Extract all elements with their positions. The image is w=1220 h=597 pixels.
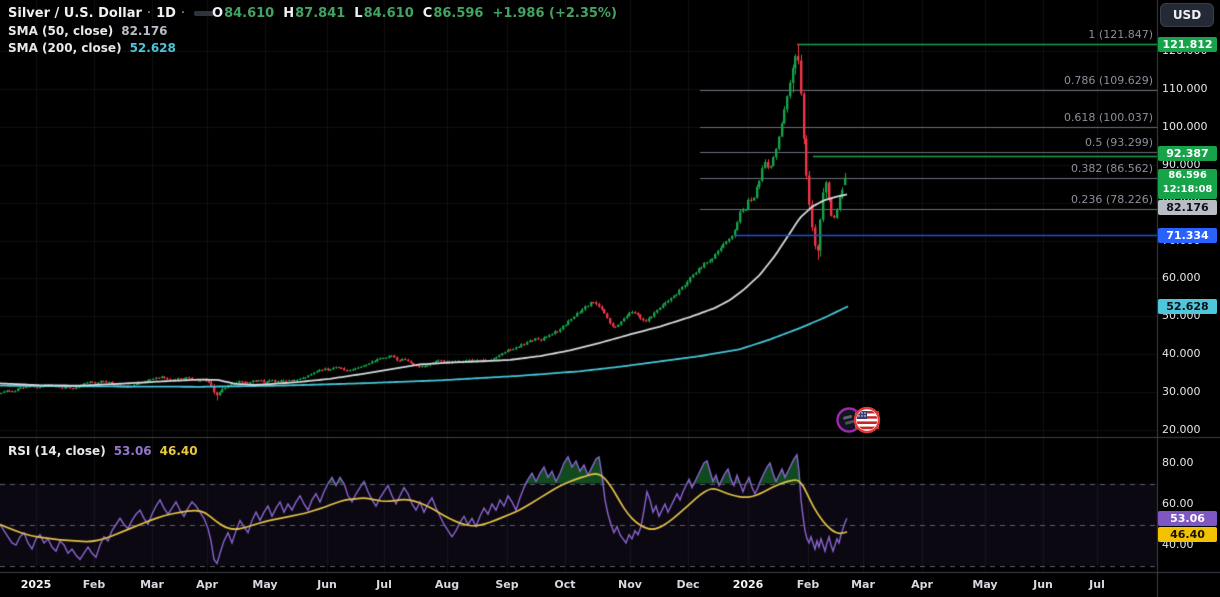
- change-value: +1.986 (+2.35%): [492, 6, 617, 21]
- fib-level-label: 1 (121.847): [1088, 27, 1153, 41]
- symbol-legend[interactable]: Silver / U.S. Dollar · 1D ·: [8, 6, 215, 21]
- bar-countdown: 12:18:08: [1162, 184, 1213, 195]
- rsi-ma-value: 46.40: [159, 444, 198, 458]
- close-value: 86.596: [433, 6, 484, 21]
- time-axis-label: Feb: [82, 578, 106, 591]
- price-axis-label: 110.000: [1162, 81, 1208, 95]
- low-value: 84.610: [363, 6, 414, 21]
- time-axis-label: Sep: [495, 578, 519, 591]
- price-axis-label: 30.000: [1162, 385, 1201, 399]
- us-flag-icon: [853, 406, 881, 434]
- rsi-axis-label: 60.00: [1162, 497, 1194, 510]
- time-axis-label: 2026: [732, 578, 764, 591]
- low-label: L: [354, 6, 363, 21]
- sma50-value: 82.176: [121, 24, 168, 38]
- time-axis-label: Dec: [676, 578, 700, 591]
- close-label: C: [422, 6, 433, 21]
- symbol-logo-icons: [836, 405, 884, 435]
- sma200-label: SMA (200, close): [8, 41, 122, 55]
- price-scale-badge: 82.176: [1158, 200, 1217, 215]
- last-price-badge: 86.596: [1168, 170, 1207, 181]
- high-value: 87.841: [295, 6, 346, 21]
- price-axis-label: 40.000: [1162, 347, 1201, 361]
- price-axis-label: 60.000: [1162, 271, 1201, 285]
- fib-level-label: 0.786 (109.629): [1063, 74, 1153, 88]
- price-scale-badge: 86.596 12:18:08: [1158, 169, 1217, 199]
- sma200-value: 52.628: [129, 41, 176, 55]
- high-label: H: [283, 6, 295, 21]
- sma50-legend[interactable]: SMA (50, close) 82.176: [8, 24, 168, 38]
- sma200-legend[interactable]: SMA (200, close) 52.628: [8, 41, 176, 55]
- fib-level-label: 0.236 (78.226): [1070, 193, 1153, 207]
- fib-level-label: 0.382 (86.562): [1070, 161, 1153, 175]
- rsi-value: 53.06: [113, 444, 152, 458]
- sma50-label: SMA (50, close): [8, 24, 114, 38]
- time-axis-label: Jul: [376, 578, 392, 591]
- timeframe-label[interactable]: 1D: [156, 6, 176, 21]
- time-axis-label: May: [972, 578, 998, 591]
- ohlc-values: O 84.610 H 87.841 L 84.610 C 86.596 +1.986 (…: [212, 6, 617, 21]
- rsi-scale-badge: 46.40: [1158, 527, 1217, 542]
- time-axis-label: Aug: [434, 578, 460, 591]
- currency-usd-button[interactable]: USD: [1160, 3, 1214, 27]
- fib-level-label: 0.5 (93.299): [1084, 136, 1153, 150]
- rsi-legend[interactable]: RSI (14, close) 53.06 46.40: [8, 444, 198, 458]
- price-axis-label: 20.000: [1162, 423, 1201, 436]
- time-axis-label: Feb: [796, 578, 820, 591]
- rsi-scale-badge: 53.06: [1158, 511, 1217, 526]
- time-axis-label: Apr: [911, 578, 933, 591]
- time-axis-label: Oct: [554, 578, 576, 591]
- separator-dot: ·: [146, 6, 152, 21]
- time-axis-label: Mar: [851, 578, 875, 591]
- separator-dot: ·: [180, 6, 186, 21]
- price-scale-badge: 52.628: [1158, 299, 1217, 314]
- time-axis-label: Apr: [196, 578, 218, 591]
- price-scale-badge: 71.334: [1158, 228, 1217, 243]
- time-axis-label: May: [252, 578, 278, 591]
- time-axis-label: Mar: [140, 578, 164, 591]
- open-value: 84.610: [224, 6, 275, 21]
- price-axis-label: 100.000: [1162, 119, 1208, 133]
- fib-level-label: 0.618 (100.037): [1063, 110, 1153, 124]
- price-scale-badge: 121.812: [1158, 37, 1217, 52]
- symbol-name[interactable]: Silver / U.S. Dollar: [8, 6, 142, 21]
- exchange-placeholder: [194, 11, 215, 16]
- rsi-axis-label: 80.00: [1162, 456, 1194, 469]
- time-axis-label: Jun: [317, 578, 337, 591]
- time-axis-label: Nov: [618, 578, 642, 591]
- price-scale-badge: 92.387: [1158, 146, 1217, 161]
- open-label: O: [212, 6, 224, 21]
- time-axis-label: Jul: [1089, 578, 1105, 591]
- rsi-label: RSI (14, close): [8, 444, 106, 458]
- time-axis-label: Jun: [1033, 578, 1053, 591]
- time-axis-label: 2025: [20, 578, 52, 591]
